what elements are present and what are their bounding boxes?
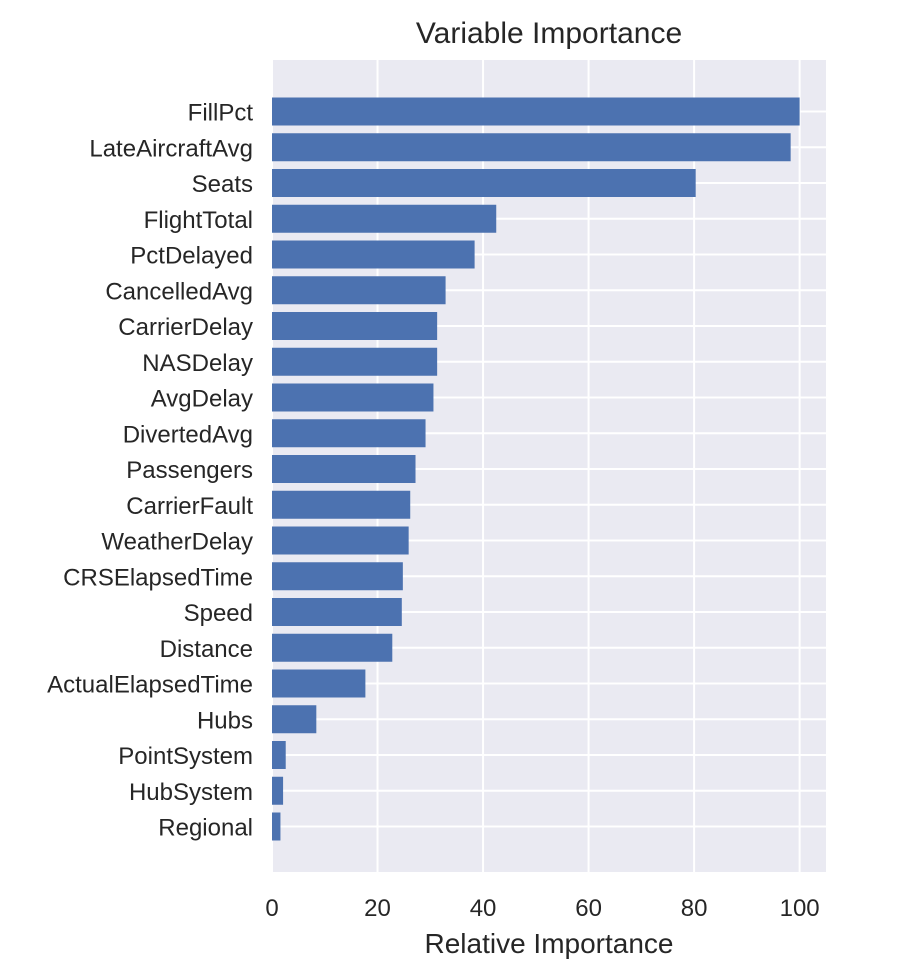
x-tick-label: 100 [780, 895, 820, 922]
y-tick-label: FlightTotal [144, 207, 253, 234]
y-tick-label: DivertedAvg [123, 421, 253, 448]
bar-WeatherDelay [272, 526, 409, 555]
bar-CancelledAvg [272, 276, 446, 305]
bars [272, 97, 800, 841]
bar-DivertedAvg [272, 419, 426, 448]
bar-HubSystem [272, 776, 284, 805]
bar-Hubs [272, 705, 317, 734]
x-tick-label: 0 [265, 895, 278, 922]
x-tick-label: 80 [681, 895, 708, 922]
y-tick-label: PctDelayed [130, 243, 253, 270]
x-axis-label: Relative Importance [424, 928, 673, 959]
bar-Passengers [272, 455, 416, 483]
y-tick-label: CarrierDelay [118, 314, 253, 341]
y-tick-label: WeatherDelay [101, 529, 253, 556]
y-tick-labels: FillPct LateAircraftAvg Seats FlightTotal Pc… [47, 100, 253, 842]
bar-Seats [272, 169, 696, 197]
x-tick-label: 40 [470, 895, 497, 922]
bar-Regional [272, 812, 281, 841]
y-tick-label: AvgDelay [151, 386, 253, 413]
bar-CarrierDelay [272, 312, 438, 340]
chart-title: Variable Importance [416, 17, 682, 50]
bar-CRSElapsedTime [272, 562, 403, 591]
y-tick-label: Hubs [197, 707, 253, 734]
bar-ActualElapsedTime [272, 669, 366, 698]
bar-FillPct [272, 97, 800, 126]
y-tick-label: FillPct [188, 100, 254, 127]
bar-CarrierFault [272, 490, 411, 519]
y-tick-label: CRSElapsedTime [63, 564, 253, 591]
y-tick-label: CarrierFault [126, 493, 253, 520]
bar-PointSystem [272, 741, 286, 769]
y-tick-label: Speed [184, 600, 253, 627]
bar-Distance [272, 633, 393, 662]
y-tick-label: CancelledAvg [105, 278, 253, 305]
y-tick-label: PointSystem [118, 743, 253, 770]
y-tick-label: ActualElapsedTime [47, 672, 253, 699]
y-tick-label: Passengers [126, 457, 253, 484]
x-tick-labels: 0 20 40 60 80 100 [265, 895, 819, 922]
y-tick-label: NASDelay [142, 350, 253, 377]
bar-PctDelayed [272, 240, 475, 269]
bar-NASDelay [272, 347, 438, 376]
bar-Speed [272, 598, 402, 626]
bar-LateAircraftAvg [272, 133, 791, 162]
y-tick-label: Seats [192, 171, 253, 198]
y-tick-label: Distance [160, 636, 253, 663]
y-tick-label: HubSystem [129, 779, 253, 806]
y-tick-label: Regional [158, 815, 253, 842]
x-tick-label: 20 [364, 895, 391, 922]
bar-FlightTotal [272, 204, 497, 233]
bar-AvgDelay [272, 383, 434, 412]
y-tick-label: LateAircraftAvg [89, 135, 253, 162]
x-tick-label: 60 [575, 895, 602, 922]
